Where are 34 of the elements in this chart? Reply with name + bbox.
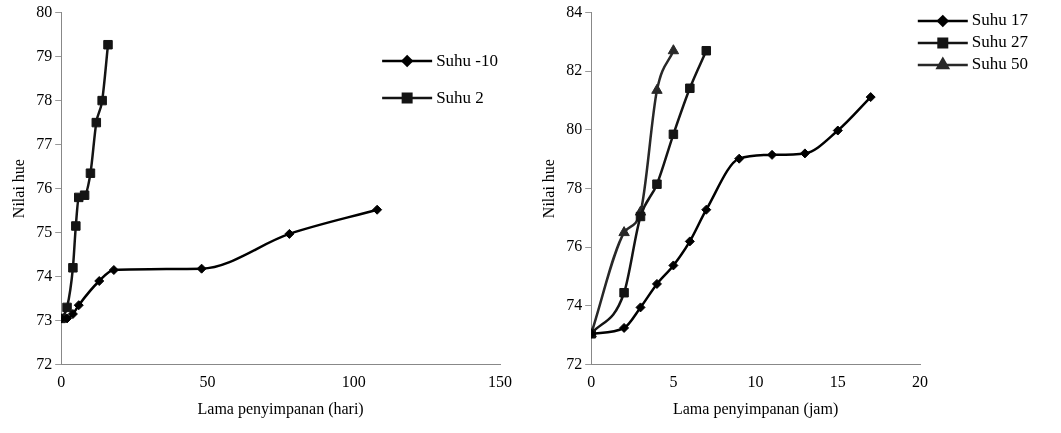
legend-label: Suhu 50 — [971, 54, 1029, 74]
y-tick-label: 74 — [566, 296, 583, 314]
x-tick-label: 15 — [829, 373, 846, 391]
x-axis-title: Lama penyimpanan (jam) — [672, 399, 839, 418]
y-tick-label: 75 — [36, 222, 53, 240]
y-axis-title: Nilai hue — [9, 159, 27, 219]
y-tick-label: 80 — [566, 120, 583, 138]
y-tick-label: 76 — [36, 178, 53, 196]
x-tick-label: 100 — [341, 373, 366, 391]
y-tick-label: 77 — [36, 134, 53, 152]
legend-label: Suhu 2 — [436, 87, 484, 107]
legend-label: Suhu -10 — [436, 50, 499, 70]
y-tick-label: 80 — [36, 2, 53, 20]
y-tick-label: 84 — [566, 2, 583, 20]
x-axis-title: Lama penyimpanan (hari) — [197, 399, 364, 418]
y-tick-label: 72 — [566, 354, 583, 372]
legend-label: Suhu 27 — [971, 32, 1029, 52]
x-tick-label: 150 — [488, 373, 512, 391]
legend-label: Suhu 17 — [971, 10, 1029, 30]
y-tick-label: 82 — [566, 61, 583, 79]
y-tick-label: 79 — [36, 46, 53, 64]
y-tick-label: 74 — [36, 266, 53, 284]
x-tick-label: 0 — [587, 373, 596, 391]
y-tick-label: 76 — [566, 237, 583, 255]
y-axis-title: Nilai hue — [539, 159, 557, 219]
x-tick-label: 0 — [57, 373, 66, 391]
x-tick-label: 20 — [912, 373, 928, 391]
x-tick-label: 10 — [747, 373, 764, 391]
y-tick-label: 78 — [36, 90, 53, 108]
y-tick-label: 72 — [36, 354, 53, 372]
x-tick-label: 5 — [669, 373, 678, 391]
y-tick-label: 73 — [36, 310, 53, 328]
y-tick-label: 78 — [566, 178, 583, 196]
x-tick-label: 50 — [199, 373, 216, 391]
